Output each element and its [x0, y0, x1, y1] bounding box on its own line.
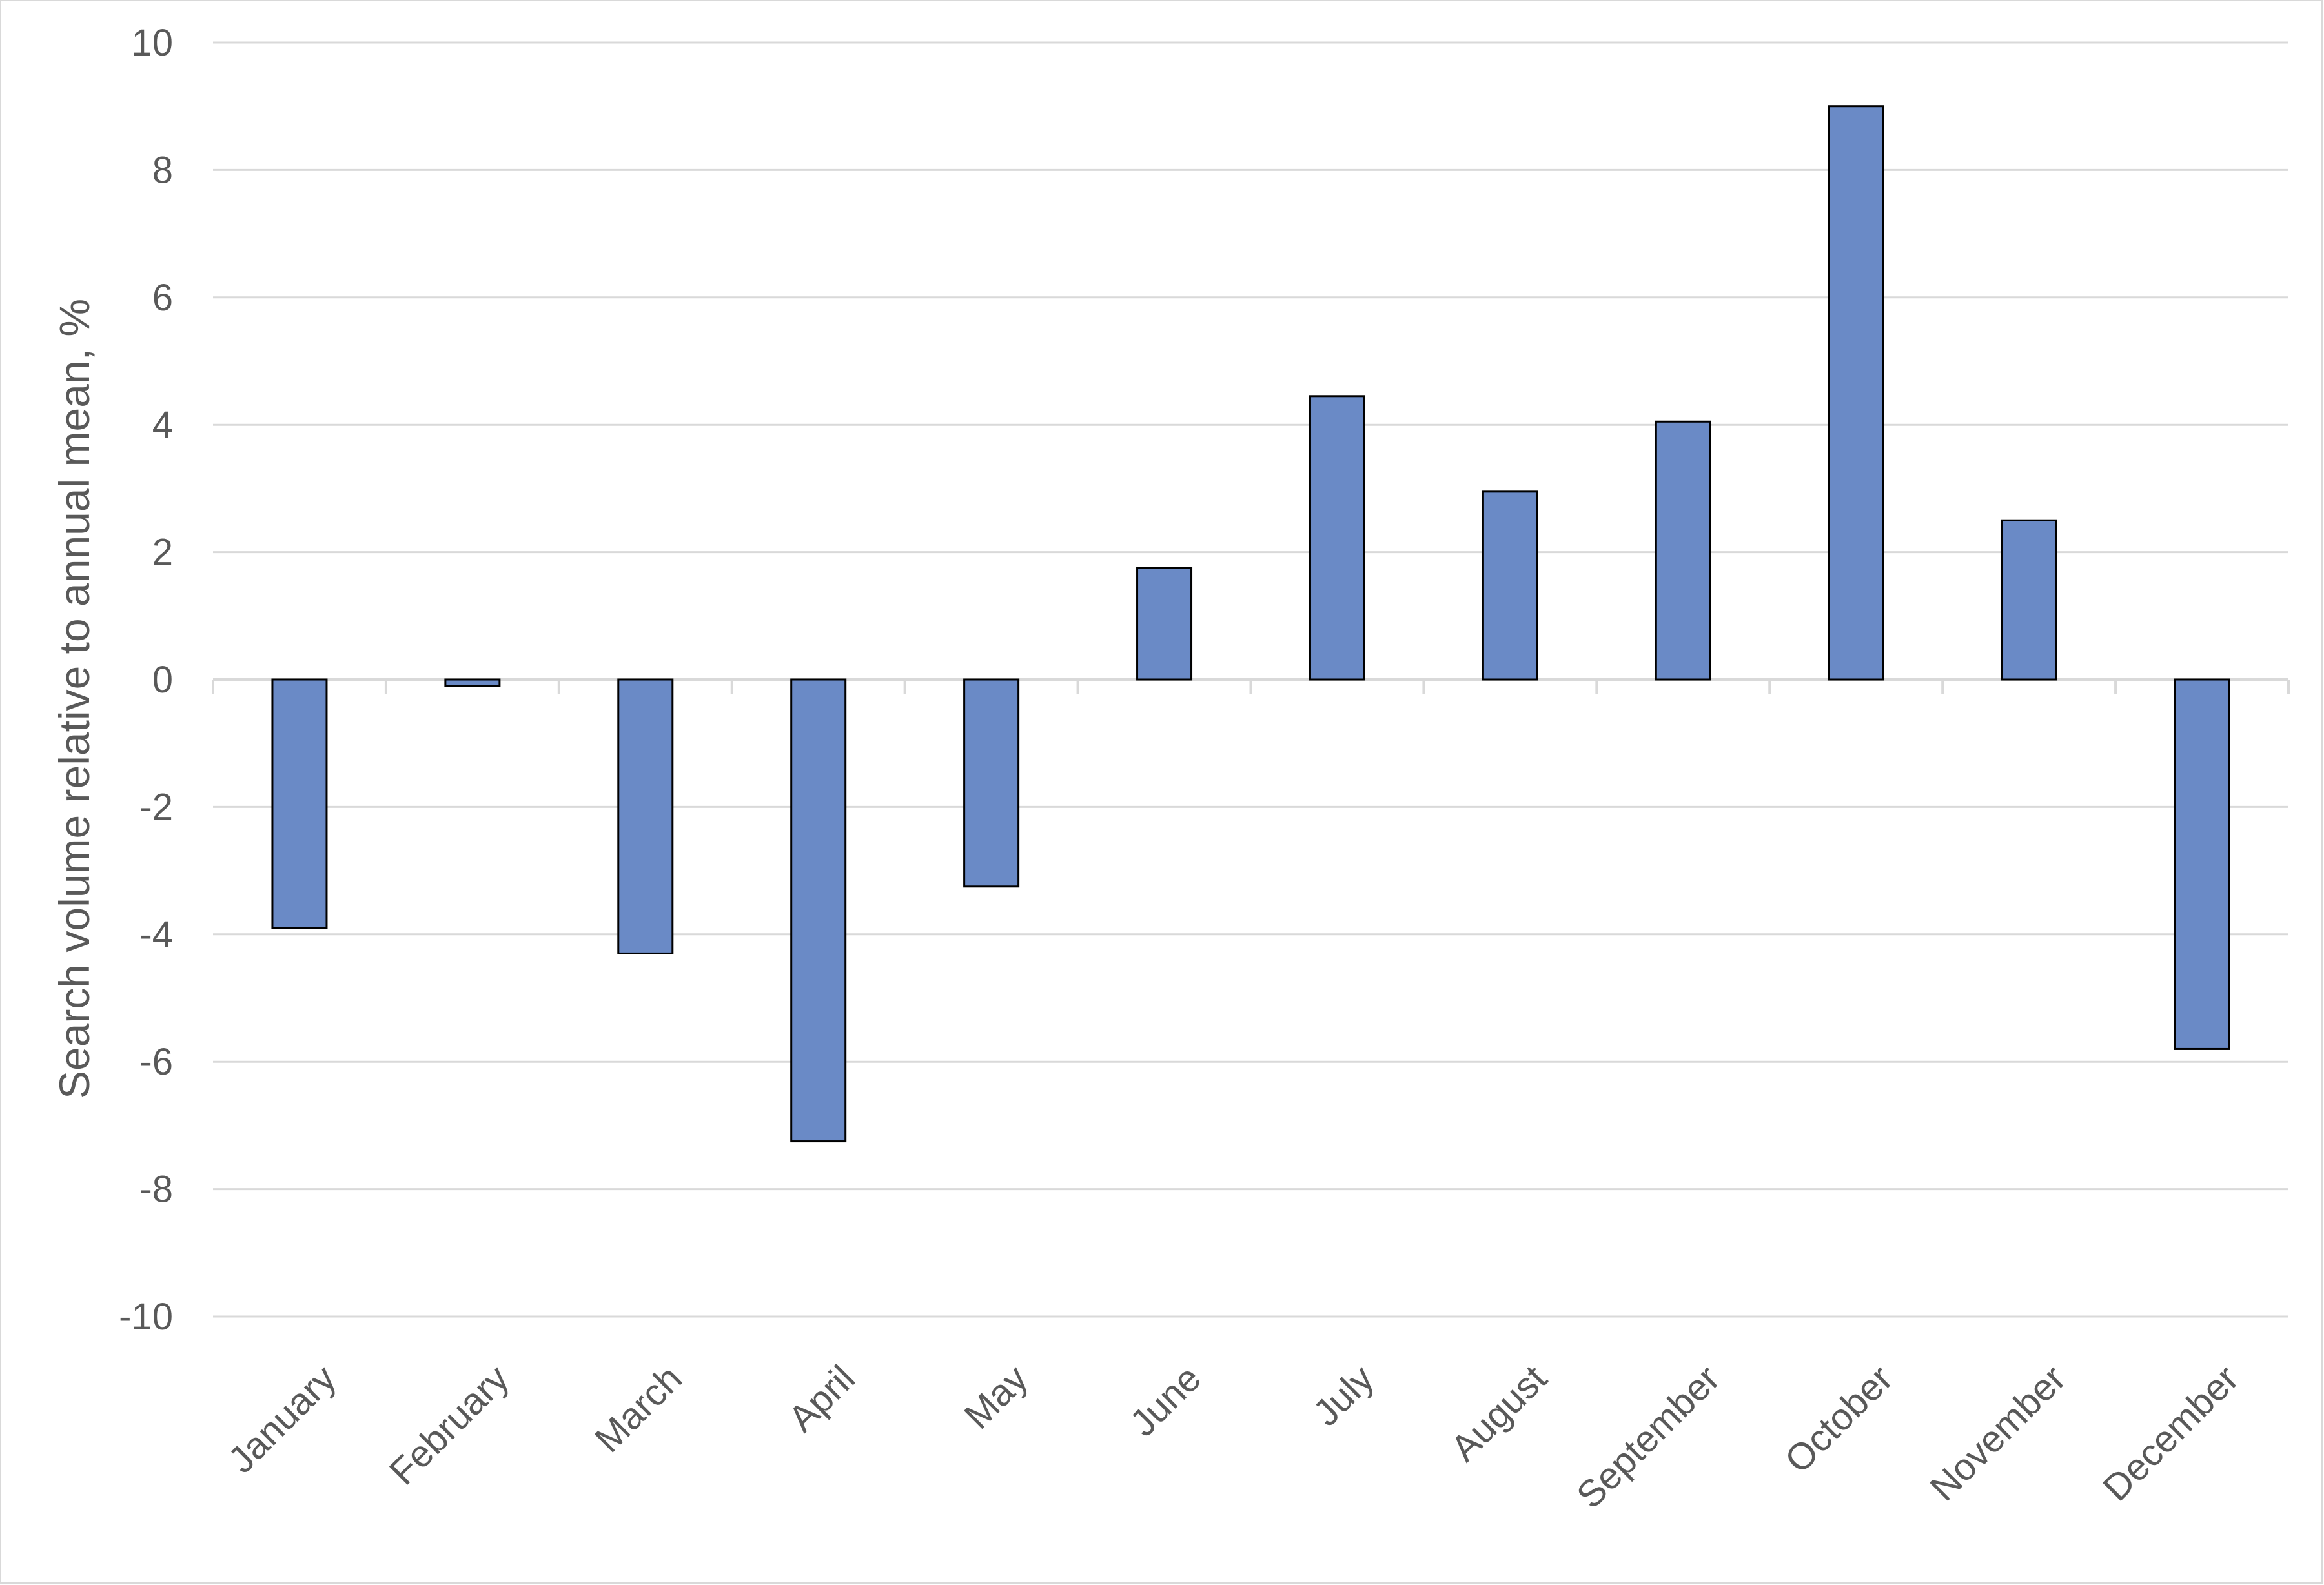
gridlines	[213, 41, 2288, 1318]
bar-november	[2001, 519, 2057, 681]
x-axis-tick-labels: January February March April May June July Augu…	[220, 1357, 2247, 1517]
x-tick-label: April	[780, 1357, 863, 1440]
y-axis-tick-labels: 10 8 6 4 2 0 -2 -4 -6 -8 -10	[119, 22, 173, 1338]
y-tick-label: 2	[152, 532, 173, 574]
bar-september	[1655, 420, 1711, 681]
x-tick-label: March	[587, 1357, 690, 1460]
y-tick-label: 6	[152, 277, 173, 319]
x-tick-label: February	[382, 1357, 517, 1493]
bar-june	[1136, 567, 1193, 681]
bars	[271, 105, 2230, 1143]
y-tick-label: 10	[131, 22, 173, 64]
bar-july	[1309, 395, 1365, 681]
bar-march	[617, 678, 674, 954]
y-tick-label: 8	[152, 149, 173, 191]
x-tick-label: December	[2095, 1357, 2247, 1509]
y-tick-label: -4	[139, 914, 173, 956]
y-tick-label: -6	[139, 1041, 173, 1083]
x-tick-label: October	[1777, 1357, 1901, 1481]
y-tick-label: 0	[152, 659, 173, 701]
x-tick-label: September	[1569, 1357, 1728, 1517]
x-axis	[212, 678, 2290, 694]
y-axis-title: Search volume relative to annual mean, %	[50, 299, 98, 1099]
y-tick-label: 4	[152, 404, 173, 446]
y-tick-label: -8	[139, 1169, 173, 1211]
x-tick-label: July	[1305, 1357, 1382, 1434]
bar-january	[271, 678, 328, 929]
y-tick-label: -2	[139, 786, 173, 828]
bar-december	[2174, 678, 2230, 1050]
bar-october	[1828, 105, 1884, 681]
x-tick-label: August	[1443, 1357, 1555, 1469]
x-tick-label: June	[1122, 1357, 1209, 1444]
bar-february	[444, 678, 501, 687]
x-tick-label: November	[1922, 1357, 2074, 1509]
bar-may	[963, 678, 1020, 888]
bar-august	[1482, 490, 1538, 681]
bar-april	[790, 678, 847, 1143]
x-tick-label: January	[220, 1357, 344, 1481]
y-tick-label: -10	[119, 1296, 173, 1338]
x-tick-label: May	[956, 1357, 1035, 1437]
